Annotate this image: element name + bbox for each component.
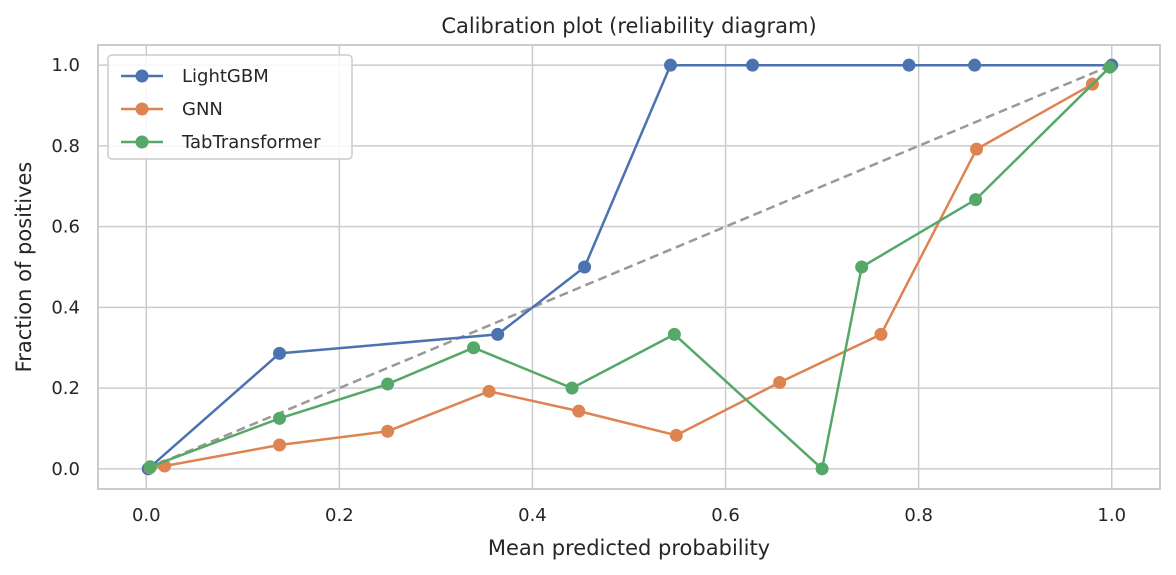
x-tick-label: 0.2 <box>325 505 354 526</box>
data-point-tabtransformer <box>969 193 983 207</box>
data-point-lightgbm <box>968 58 982 72</box>
series-tabtransformer <box>143 60 1117 476</box>
legend-box <box>107 54 353 160</box>
data-point-gnn <box>273 438 287 452</box>
legend-label: LightGBM <box>182 66 269 87</box>
y-tick-label: 0.6 <box>51 217 80 238</box>
x-tick-label: 0.6 <box>711 505 740 526</box>
legend: LightGBM GNN TabTransformer <box>107 54 353 160</box>
y-axis-ticks: 0.0 0.2 0.4 0.6 0.8 1.0 <box>51 55 80 480</box>
y-axis-label: Fraction of positives <box>12 162 36 373</box>
legend-swatch-marker <box>135 135 149 149</box>
data-point-lightgbm <box>902 58 916 72</box>
x-tick-label: 0.0 <box>132 505 161 526</box>
data-point-tabtransformer <box>273 411 287 425</box>
data-point-gnn <box>482 384 496 398</box>
data-point-tabtransformer <box>381 377 395 391</box>
data-point-gnn <box>669 428 683 442</box>
y-tick-label: 0.0 <box>51 459 80 480</box>
data-point-tabtransformer <box>815 462 829 476</box>
y-tick-label: 1.0 <box>51 55 80 76</box>
data-point-gnn <box>381 424 395 438</box>
data-point-lightgbm <box>273 346 287 360</box>
chart-title: Calibration plot (reliability diagram) <box>441 14 816 38</box>
legend-swatch-marker <box>135 69 149 83</box>
data-point-lightgbm <box>664 58 678 72</box>
legend-label: TabTransformer <box>181 132 321 153</box>
data-point-lightgbm <box>491 327 505 341</box>
data-point-gnn <box>773 375 787 389</box>
plot-frame <box>97 44 1161 490</box>
data-point-tabtransformer <box>855 260 869 274</box>
x-axis-ticks: 0.0 0.2 0.4 0.6 0.8 1.0 <box>132 505 1126 526</box>
series-line-tabtransformer <box>149 66 1111 471</box>
x-axis-label: Mean predicted probability <box>488 536 770 560</box>
perfect-calibration-line <box>145 64 1113 470</box>
legend-item-lightgbm: LightGBM <box>121 66 269 87</box>
data-point-lightgbm <box>746 58 760 72</box>
legend-swatch-marker <box>135 102 149 116</box>
y-tick-label: 0.8 <box>51 136 80 157</box>
y-tick-label: 0.4 <box>51 297 80 318</box>
data-point-lightgbm <box>578 260 592 274</box>
legend-item-tabtransformer: TabTransformer <box>121 132 321 153</box>
data-point-tabtransformer <box>143 460 157 474</box>
data-point-tabtransformer <box>467 341 481 355</box>
series-layer <box>141 58 1119 476</box>
data-point-tabtransformer <box>1103 60 1117 74</box>
legend-item-gnn: GNN <box>121 99 223 120</box>
x-tick-label: 1.0 <box>1097 505 1126 526</box>
data-point-tabtransformer <box>667 327 681 341</box>
data-point-tabtransformer <box>565 381 579 395</box>
data-point-gnn <box>572 404 586 418</box>
data-point-gnn <box>970 142 984 156</box>
data-point-gnn <box>874 327 888 341</box>
x-tick-label: 0.8 <box>904 505 933 526</box>
x-tick-label: 0.4 <box>518 505 547 526</box>
y-tick-label: 0.2 <box>51 378 80 399</box>
legend-label: GNN <box>182 99 223 120</box>
